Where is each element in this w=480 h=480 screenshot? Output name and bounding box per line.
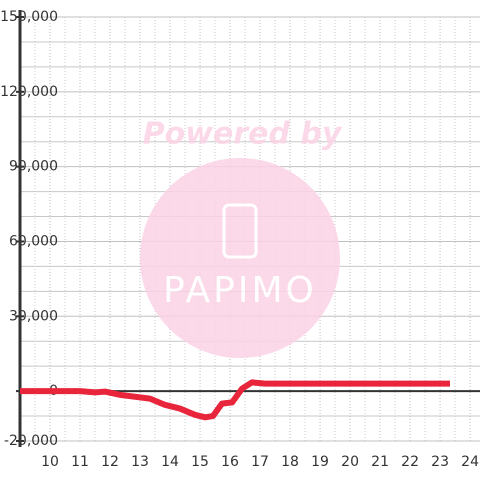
x-tick-label: 18 xyxy=(281,454,299,470)
x-tick-label: 17 xyxy=(251,454,269,470)
y-tick-label: 90,000 xyxy=(9,159,58,175)
watermark-brand: PAPIMO xyxy=(163,270,317,311)
x-tick-label: 22 xyxy=(401,454,419,470)
x-tick-label: 10 xyxy=(41,454,59,470)
x-tick-label: 14 xyxy=(161,454,179,470)
watermark: Powered by PAPIMO xyxy=(140,117,343,358)
y-tick-label: 150,000 xyxy=(0,9,58,25)
watermark-title: Powered by xyxy=(143,117,343,152)
data-line xyxy=(20,379,450,421)
y-tick-label: -20,000 xyxy=(4,433,58,449)
y-tick-label: 60,000 xyxy=(9,233,58,249)
x-tick-label: 11 xyxy=(71,454,89,470)
y-tick-label: 120,000 xyxy=(0,84,58,100)
x-tick-label: 13 xyxy=(131,454,149,470)
x-tick-label: 15 xyxy=(191,454,209,470)
x-tick-label: 20 xyxy=(341,454,359,470)
y-tick-label: 30,000 xyxy=(9,308,58,324)
x-tick-label: 24 xyxy=(461,454,479,470)
x-tick-label: 19 xyxy=(311,454,329,470)
watermark-phone xyxy=(222,203,258,259)
x-tick-label: 21 xyxy=(371,454,389,470)
x-tick-label: 16 xyxy=(221,454,239,470)
x-tick-label: 12 xyxy=(101,454,119,470)
x-tick-label: 23 xyxy=(431,454,449,470)
